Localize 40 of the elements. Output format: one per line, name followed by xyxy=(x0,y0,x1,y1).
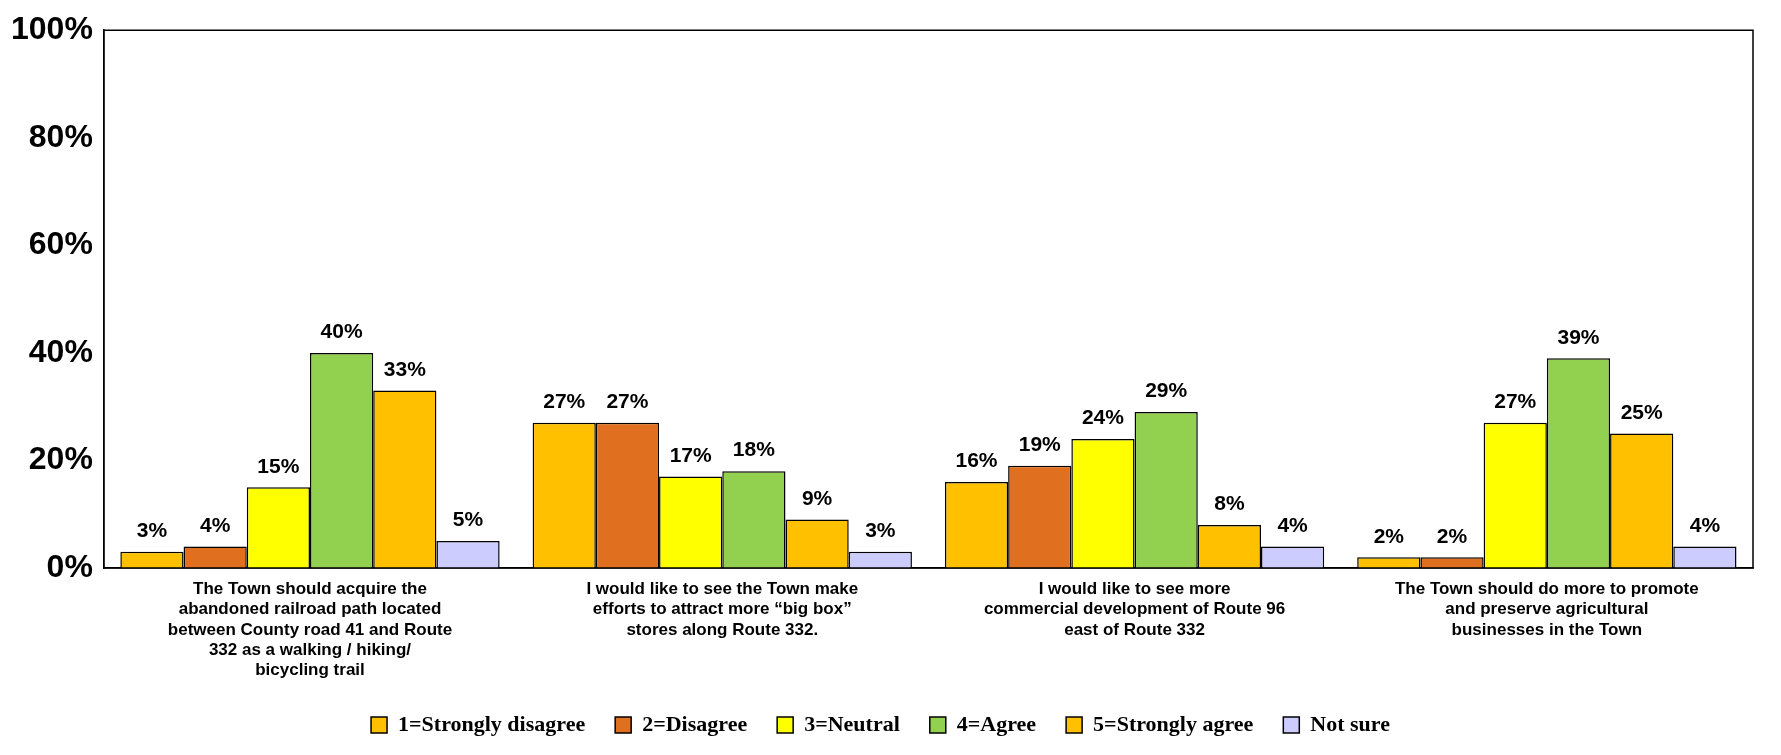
data-label: 19% xyxy=(1018,432,1062,456)
data-label: 27% xyxy=(543,389,586,413)
data-label: 4% xyxy=(1689,512,1721,536)
legend-label: 4=Agree xyxy=(956,710,1037,736)
legend-label: 2=Disagree xyxy=(642,710,748,736)
y-tick-label: 80% xyxy=(28,117,93,154)
data-label: 9% xyxy=(801,485,833,509)
y-tick-label: 100% xyxy=(11,10,93,47)
x-tick-label: I would like to see the Town make efforts to attract more “big box” stores along Route 332. xyxy=(586,578,859,639)
data-label: 8% xyxy=(1214,491,1245,515)
data-label: 40% xyxy=(320,319,363,343)
data-label: 39% xyxy=(1557,324,1600,348)
data-label: 24% xyxy=(1081,405,1125,429)
data-label: 29% xyxy=(1145,378,1188,402)
data-label: 2% xyxy=(1436,523,1468,547)
x-tick-label: The Town should acquire the abandoned railroad path located between County road 41 and Route 332 as a walking / hiking/ bicycling trail xyxy=(167,578,453,680)
data-label: 4% xyxy=(1277,512,1309,536)
data-label: 15% xyxy=(257,453,300,477)
data-label: 4% xyxy=(199,512,231,536)
data-label: 17% xyxy=(669,442,713,466)
data-label: 5% xyxy=(452,507,484,531)
data-label: 2% xyxy=(1373,523,1405,547)
data-label: 33% xyxy=(383,356,427,380)
x-tick-label: The Town should do more to promote and preserve agricultural businesses in the Town xyxy=(1394,578,1699,639)
x-tick-label: I would like to see more commercial development of Route 96 east of Route 332 xyxy=(983,578,1286,639)
data-label: 3% xyxy=(136,518,168,542)
data-label: 27% xyxy=(606,389,649,413)
y-tick-label: 0% xyxy=(46,547,93,584)
data-label: 27% xyxy=(1494,389,1537,413)
legend-label: 3=Neutral xyxy=(804,710,900,736)
data-label: 18% xyxy=(732,437,776,461)
legend-label: Not sure xyxy=(1310,710,1391,736)
legend-label: 5=Strongly agree xyxy=(1093,710,1254,736)
data-label: 16% xyxy=(955,448,998,472)
y-tick-label: 40% xyxy=(28,332,93,369)
y-tick-label: 60% xyxy=(28,225,93,262)
data-label: 3% xyxy=(865,518,896,542)
legend-label: 1=Strongly disagree xyxy=(398,710,586,736)
data-label: 25% xyxy=(1620,399,1664,423)
y-tick-label: 20% xyxy=(28,440,93,477)
